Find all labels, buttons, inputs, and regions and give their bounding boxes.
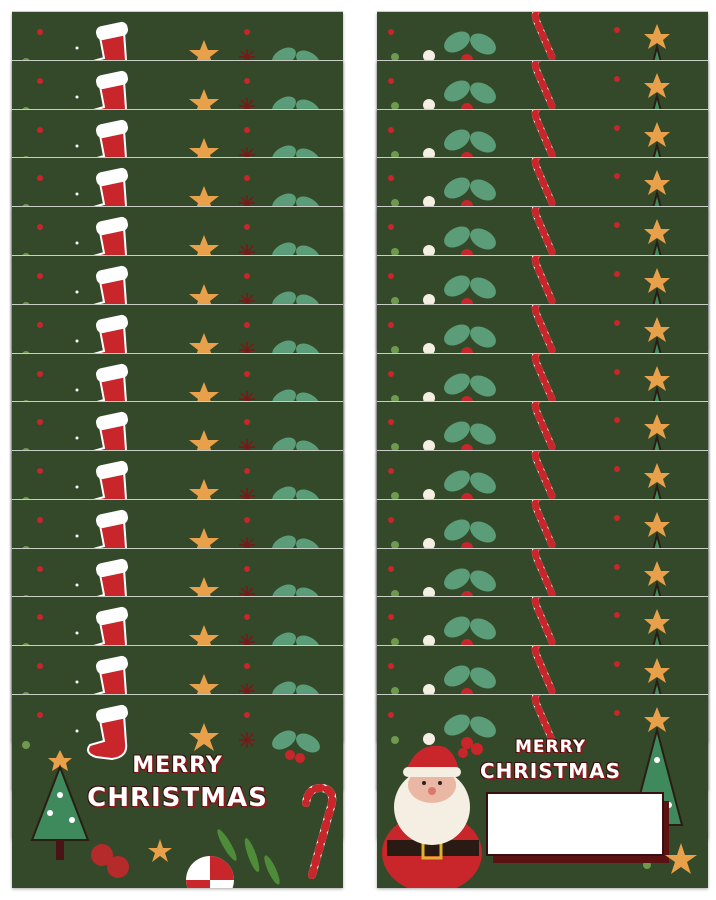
name-label-box (486, 792, 669, 863)
leaves-icon (217, 829, 280, 885)
candy-cane-icon (302, 783, 337, 879)
candy-cane-icon (531, 158, 556, 207)
star-icon (189, 625, 219, 654)
star-icon (189, 40, 219, 68)
greeting-line-1: MERRY (514, 737, 587, 757)
candy-cane-icon (531, 353, 556, 402)
star-icon (189, 186, 219, 215)
star-icon (189, 674, 219, 703)
star-icon (189, 576, 219, 605)
star-icon (189, 137, 219, 166)
star-icon (189, 479, 219, 508)
christmas-card-right: MERRY CHRISTMAS (377, 695, 708, 888)
candy-cane-icon (531, 597, 556, 646)
candy-cane-icon (531, 207, 556, 256)
peppermint-candy-icon (186, 856, 234, 888)
star-icon (189, 527, 219, 556)
right-card-stack: MERRY CHRISTMAS (377, 0, 708, 900)
greeting-line-1: MERRY (132, 753, 223, 778)
holly-icon (444, 665, 496, 710)
candy-cane-icon (531, 304, 556, 354)
stocking-icon (87, 704, 128, 761)
berries-icon (91, 844, 129, 878)
star-icon (189, 332, 219, 361)
holly-icon (444, 226, 496, 271)
santa-claus-icon (382, 733, 482, 888)
snowflake-icon (239, 732, 255, 748)
star-icon (148, 839, 172, 862)
christmas-card-left: MERRY CHRISTMAS (12, 695, 343, 888)
star-icon (189, 283, 219, 312)
candy-cane-icon (531, 548, 556, 598)
candy-cane-icon (531, 499, 556, 549)
card-artwork (382, 695, 697, 888)
candy-cane-icon (531, 646, 556, 695)
candy-cane-icon (531, 695, 556, 744)
candy-cane-icon (531, 12, 556, 61)
candy-cane-icon (531, 60, 556, 110)
star-icon (189, 723, 219, 751)
greeting-line-2: CHRISTMAS (479, 759, 622, 783)
star-icon (189, 430, 219, 459)
star-icon (189, 88, 219, 117)
star-icon (665, 843, 697, 874)
holly-icon (272, 730, 320, 763)
candy-cane-icon (531, 451, 556, 500)
candy-cane-icon (531, 402, 556, 451)
holly-icon (444, 714, 496, 758)
star-icon (189, 381, 219, 410)
christmas-tree-icon (30, 750, 90, 860)
left-card-stack: MERRY CHRISTMAS (12, 0, 343, 900)
star-icon (189, 235, 219, 264)
candy-cane-icon (531, 109, 556, 159)
greeting-line-2: CHRISTMAS (87, 783, 268, 813)
candy-cane-icon (531, 255, 556, 305)
card-artwork (22, 704, 337, 888)
